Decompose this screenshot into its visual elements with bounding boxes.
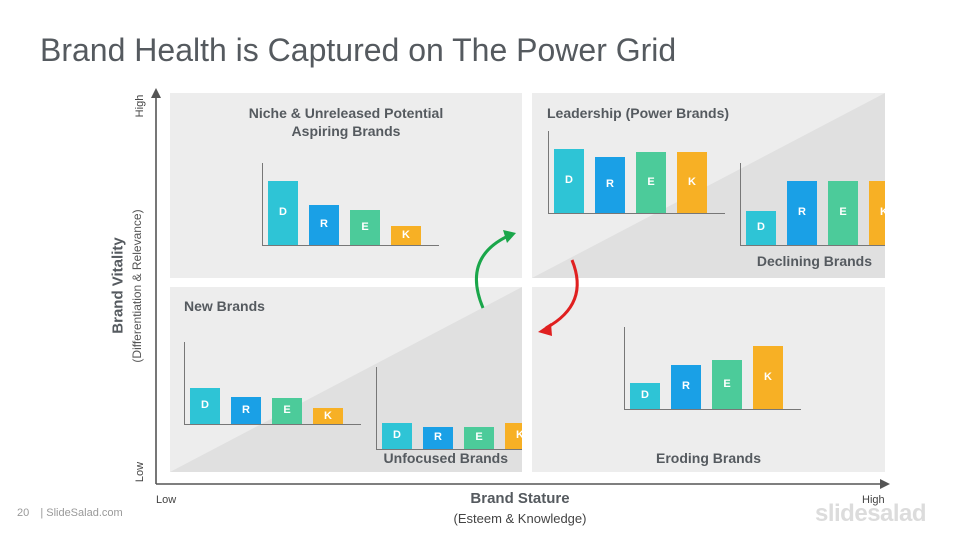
quadrant-new: New Brands D R E K D R E K Unfocused Brands <box>170 287 522 472</box>
bar-letter-label: K <box>764 370 772 383</box>
page-number: 20 <box>17 507 30 519</box>
bar-letter-label: R <box>434 431 442 443</box>
quadrant-eroding: D R E K Eroding Brands <box>532 287 885 472</box>
bar-r: R <box>671 365 701 409</box>
x-axis-high-label: High <box>862 494 885 506</box>
slide-footer: 20 | SlideSalad.com <box>17 507 123 519</box>
bar-letter-label: D <box>393 429 401 441</box>
x-axis-subtitle: (Esteem & Knowledge) <box>453 511 587 526</box>
niche-bar-chart: D R E K <box>262 163 439 247</box>
bar-letter-label: E <box>475 431 483 443</box>
chart-x-axis <box>548 213 725 214</box>
bar-d: D <box>382 423 412 449</box>
bar-letter-label: R <box>798 206 806 218</box>
bar-letter-label: R <box>682 380 690 392</box>
new-label: New Brands <box>184 298 265 314</box>
bar-letter-label: R <box>320 218 328 230</box>
bar-letter-label: E <box>361 220 369 233</box>
bar-letter-label: E <box>283 404 291 416</box>
bar-letter-label: K <box>880 206 885 218</box>
bar-letter-label: K <box>324 410 332 422</box>
bar-k: K <box>391 226 421 245</box>
bar-e: E <box>636 152 666 213</box>
bar-r: R <box>231 397 261 424</box>
x-axis-arrowhead <box>880 479 890 489</box>
bar-r: R <box>595 157 625 213</box>
bar-k: K <box>869 181 885 245</box>
bar-letter-label: K <box>402 228 410 241</box>
bar-d: D <box>630 383 660 409</box>
bar-d: D <box>554 149 584 213</box>
bar-letter-label: D <box>641 389 649 401</box>
chart-y-axis <box>548 131 549 213</box>
chart-x-axis <box>624 409 801 410</box>
x-axis-low-label: Low <box>156 494 177 506</box>
y-axis-low-label: Low <box>134 461 146 483</box>
bar-letter-label: D <box>757 221 765 233</box>
bar-r: R <box>787 181 817 245</box>
bar-letter-label: K <box>688 175 696 188</box>
y-axis-subtitle: (Differentiation & Relevance) <box>130 209 144 363</box>
chart-y-axis <box>184 342 185 424</box>
eroding-label: Eroding Brands <box>655 450 761 466</box>
bar-k: K <box>677 152 707 213</box>
niche-label-line1: Niche & Unreleased Potential <box>248 105 444 121</box>
bar-letter-label: D <box>201 399 209 411</box>
bar-e: E <box>350 210 380 245</box>
leadership-label: Leadership (Power Brands) <box>547 105 730 121</box>
bar-k: K <box>313 408 343 424</box>
bar-e: E <box>464 427 494 449</box>
bar-letter-label: E <box>723 377 731 390</box>
bar-letter-label: D <box>279 206 287 218</box>
bar-d: D <box>746 211 776 245</box>
bar-letter-label: D <box>565 174 573 186</box>
footer-site: | SlideSalad.com <box>40 507 123 519</box>
bar-r: R <box>423 427 453 449</box>
declining-label: Declining Brands <box>756 253 872 269</box>
y-axis-high-label: High <box>134 94 146 118</box>
bar-letter-label: R <box>242 403 250 416</box>
eroding-bar-chart: D R E K <box>624 327 801 411</box>
chart-y-axis <box>262 163 263 245</box>
chart-y-axis <box>740 163 741 245</box>
bar-letter-label: E <box>839 206 847 218</box>
chart-x-axis <box>740 245 885 246</box>
chart-x-axis <box>184 424 361 425</box>
quadrant-niche: Niche & Unreleased Potential Aspiring Br… <box>170 93 522 278</box>
y-axis-arrowhead <box>151 88 161 98</box>
bar-d: D <box>268 181 298 245</box>
brand-watermark: slidesalad <box>815 500 927 527</box>
quadrant-triangle <box>170 287 522 472</box>
bar-e: E <box>272 398 302 424</box>
quadrant-leadership: Leadership (Power Brands) D R E K D R E K Decl… <box>532 93 885 278</box>
chart-y-axis <box>376 367 377 449</box>
chart-x-axis <box>262 245 439 246</box>
unfocused-label: Unfocused Brands <box>383 450 508 466</box>
declining-bar-chart: D R E K <box>740 163 885 247</box>
niche-label-line2: Aspiring Brands <box>291 123 401 139</box>
bar-d: D <box>190 388 220 424</box>
bar-r: R <box>309 205 339 245</box>
bar-letter-label: K <box>516 429 522 441</box>
bar-k: K <box>753 346 783 409</box>
slide-title: Brand Health is Captured on The Power Gr… <box>40 32 677 68</box>
x-axis-title: Brand Stature <box>470 490 570 507</box>
bar-letter-label: E <box>647 175 655 188</box>
bar-k: K <box>505 423 522 449</box>
bar-e: E <box>712 360 742 409</box>
bar-e: E <box>828 181 858 245</box>
bar-letter-label: R <box>606 178 614 190</box>
chart-y-axis <box>624 327 625 409</box>
chart-x-axis <box>376 449 522 450</box>
y-axis-title: Brand Vitality <box>109 237 127 334</box>
